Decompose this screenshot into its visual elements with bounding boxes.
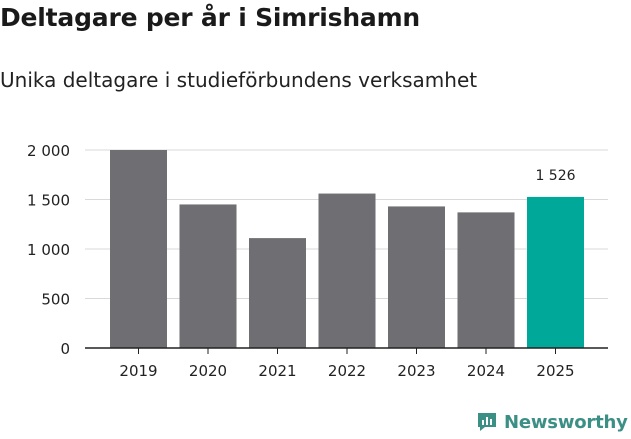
x-tick-label: 2022 — [328, 362, 366, 380]
newsworthy-logo-icon — [478, 413, 496, 431]
chart-subtitle: Unika deltagare i studieförbundens verks… — [0, 68, 478, 92]
y-tick-label: 0 — [60, 340, 70, 358]
bar — [179, 204, 237, 348]
brand-name: Newsworthy — [504, 411, 628, 433]
y-tick-label: 2 000 — [27, 142, 70, 160]
x-tick-label: 2021 — [258, 362, 296, 380]
x-tick-label: 2019 — [119, 362, 157, 380]
bar — [457, 212, 515, 348]
bar — [249, 238, 306, 348]
chart-title: Deltagare per år i Simrishamn — [0, 3, 421, 32]
bar — [527, 196, 584, 348]
bar — [388, 206, 445, 348]
y-tick-label: 500 — [41, 291, 70, 309]
bar — [318, 193, 376, 348]
x-tick-label: 2020 — [189, 362, 227, 380]
y-tick-label: 1 500 — [27, 192, 70, 210]
x-tick-label: 2023 — [397, 362, 435, 380]
x-tick-label: 2024 — [467, 362, 505, 380]
data-label: 1 526 — [535, 168, 575, 184]
x-tick-label: 2025 — [536, 362, 574, 380]
bar — [110, 150, 167, 348]
y-tick-label: 1 000 — [27, 241, 70, 259]
newsworthy-logo: Newsworthy — [476, 407, 628, 437]
